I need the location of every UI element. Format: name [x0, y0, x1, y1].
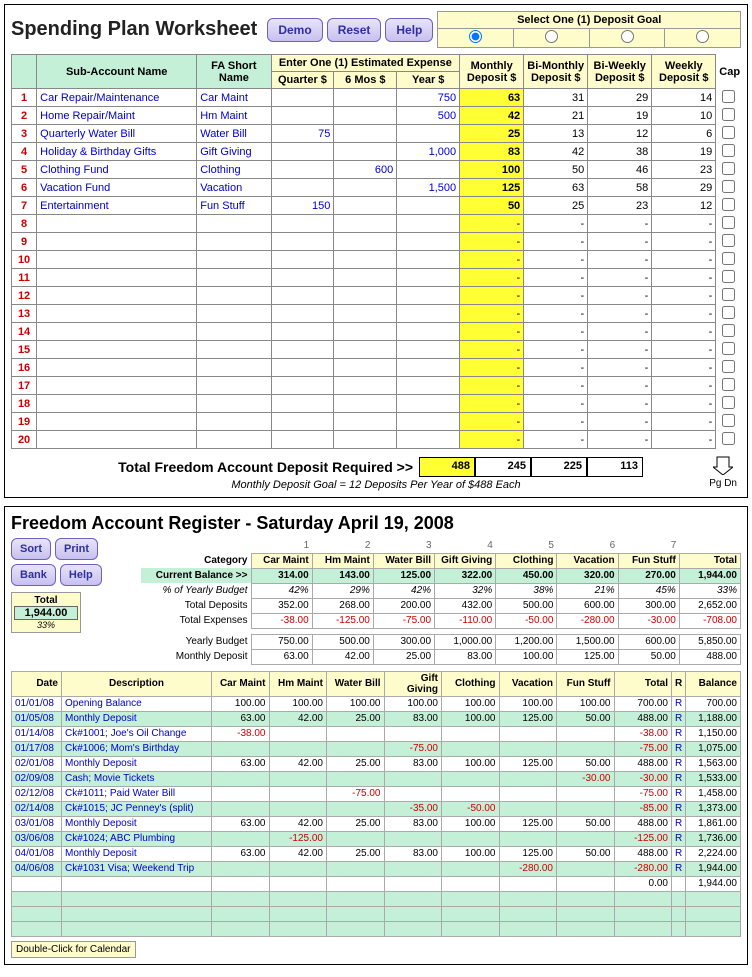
cap-checkbox[interactable] — [722, 252, 735, 265]
cap-checkbox[interactable] — [722, 396, 735, 409]
txn-desc[interactable]: Monthly Deposit — [62, 756, 212, 771]
cap-checkbox[interactable] — [722, 162, 735, 175]
cap-checkbox[interactable] — [722, 432, 735, 445]
goal-weekly-radio[interactable] — [696, 30, 709, 43]
col-est: Enter One (1) Estimated Expense — [271, 55, 460, 72]
help-button-2[interactable]: Help — [60, 564, 102, 586]
sub-account[interactable]: Quarterly Water Bill — [37, 125, 197, 143]
cap-checkbox[interactable] — [722, 288, 735, 301]
calendar-tooltip: Double-Click for Calendar — [11, 941, 136, 958]
txn-desc[interactable]: Ck#1024; ABC Plumbing — [62, 831, 212, 846]
worksheet-title: Spending Plan Worksheet — [11, 18, 257, 41]
sub-account[interactable]: Home Repair/Maint — [37, 107, 197, 125]
txn-desc[interactable]: Monthly Deposit — [62, 846, 212, 861]
col-bim: Bi-Monthly Deposit $ — [524, 55, 588, 89]
total-box: Total 1,944.00 33% — [11, 592, 81, 633]
cap-checkbox[interactable] — [722, 342, 735, 355]
demo-button[interactable]: Demo — [267, 18, 322, 42]
fa-name[interactable]: Hm Maint — [197, 107, 271, 125]
cap-checkbox[interactable] — [722, 198, 735, 211]
col-wk: Weekly Deposit $ — [652, 55, 716, 89]
cap-checkbox[interactable] — [722, 378, 735, 391]
fa-name[interactable]: Clothing — [197, 161, 271, 179]
col-cap: Cap — [716, 55, 741, 89]
sub-account[interactable]: Entertainment — [37, 197, 197, 215]
register-panel: Freedom Account Register - Saturday Apri… — [4, 506, 748, 965]
col-date: Date — [12, 671, 62, 696]
cap-checkbox[interactable] — [722, 108, 735, 121]
col-biw: Bi-Weekly Deposit $ — [588, 55, 652, 89]
txn-desc[interactable]: Ck#1015; JC Penney's (split) — [62, 801, 212, 816]
page-down[interactable]: Pg Dn — [709, 455, 737, 489]
help-button[interactable]: Help — [385, 18, 433, 42]
goal-bimonthly-radio[interactable] — [545, 30, 558, 43]
totals-label: Total Freedom Account Deposit Required >… — [11, 459, 419, 475]
cap-checkbox[interactable] — [722, 324, 735, 337]
txn-desc[interactable]: Ck#1006; Mom's Birthday — [62, 741, 212, 756]
col-sub: Sub-Account Name — [37, 55, 197, 89]
goal-header: Select One (1) Deposit Goal — [438, 12, 740, 29]
goal-monthly-radio[interactable] — [469, 30, 482, 43]
sub-account[interactable]: Holiday & Birthday Gifts — [37, 143, 197, 161]
reset-button[interactable]: Reset — [327, 18, 382, 42]
cap-checkbox[interactable] — [722, 144, 735, 157]
summary-table: 1234567 Category Car MaintHm MaintWater … — [141, 538, 741, 665]
cap-checkbox[interactable] — [722, 270, 735, 283]
total-bimonthly: 245 — [475, 457, 531, 477]
spending-plan-panel: Spending Plan Worksheet Demo Reset Help … — [4, 4, 748, 498]
cap-checkbox[interactable] — [722, 360, 735, 373]
txn-desc[interactable]: Ck#1001; Joe's Oil Change — [62, 726, 212, 741]
col-m6: 6 Mos $ — [334, 72, 397, 89]
deposit-goal-selector: Select One (1) Deposit Goal — [437, 11, 741, 48]
col-fa: FA Short Name — [197, 55, 271, 89]
cap-checkbox[interactable] — [722, 234, 735, 247]
cap-checkbox[interactable] — [722, 126, 735, 139]
sort-button[interactable]: Sort — [11, 538, 51, 560]
register-title: Freedom Account Register - Saturday Apri… — [11, 513, 741, 534]
col-mon: Monthly Deposit $ — [460, 55, 524, 89]
txn-desc[interactable]: Ck#1031 Visa; Weekend Trip — [62, 861, 212, 876]
cap-checkbox[interactable] — [722, 414, 735, 427]
total-biweekly: 225 — [531, 457, 587, 477]
total-weekly: 113 — [587, 457, 643, 477]
worksheet-table: Sub-Account Name FA Short Name Enter One… — [11, 54, 741, 449]
totals-note: Monthly Deposit Goal = 12 Deposits Per Y… — [11, 479, 741, 491]
txn-desc[interactable]: Cash; Movie Tickets — [62, 771, 212, 786]
txn-desc[interactable]: Monthly Deposit — [62, 711, 212, 726]
cap-checkbox[interactable] — [722, 306, 735, 319]
txn-desc[interactable]: Monthly Deposit — [62, 816, 212, 831]
print-button[interactable]: Print — [55, 538, 98, 560]
bank-button[interactable]: Bank — [11, 564, 56, 586]
col-desc: Description — [62, 671, 212, 696]
cap-checkbox[interactable] — [722, 90, 735, 103]
goal-biweekly-radio[interactable] — [621, 30, 634, 43]
sub-account[interactable]: Vacation Fund — [37, 179, 197, 197]
fa-name[interactable]: Water Bill — [197, 125, 271, 143]
col-yr: Year $ — [397, 72, 460, 89]
col-q: Quarter $ — [271, 72, 334, 89]
transaction-table: Date Description Car MaintHm MaintWater … — [11, 671, 741, 937]
fa-name[interactable]: Gift Giving — [197, 143, 271, 161]
sub-account[interactable]: Car Repair/Maintenance — [37, 89, 197, 107]
fa-name[interactable]: Fun Stuff — [197, 197, 271, 215]
sub-account[interactable]: Clothing Fund — [37, 161, 197, 179]
cap-checkbox[interactable] — [722, 216, 735, 229]
fa-name[interactable]: Car Maint — [197, 89, 271, 107]
total-monthly: 488 — [419, 457, 475, 477]
txn-desc[interactable]: Ck#1011; Paid Water Bill — [62, 786, 212, 801]
txn-desc[interactable]: Opening Balance — [62, 696, 212, 711]
fa-name[interactable]: Vacation — [197, 179, 271, 197]
cap-checkbox[interactable] — [722, 180, 735, 193]
